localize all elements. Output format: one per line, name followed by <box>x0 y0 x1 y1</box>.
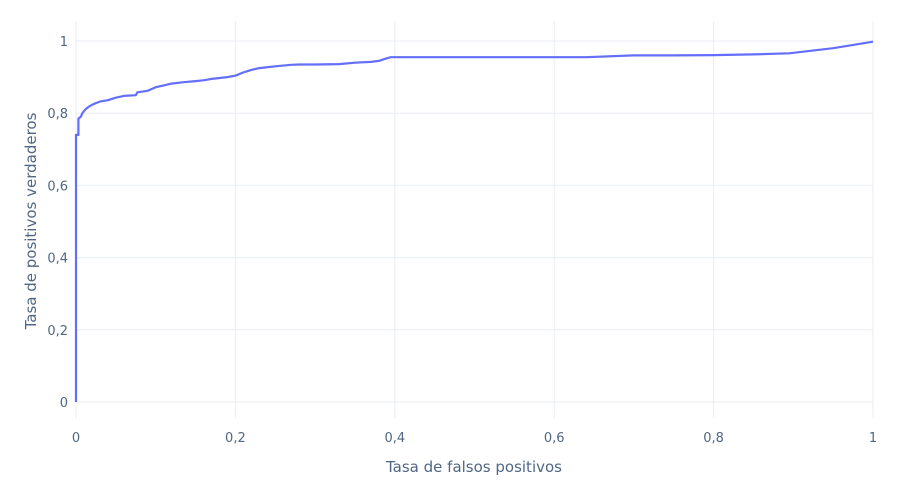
tick-labels: 0 0,2 0,4 0,6 0,8 1 0 0,2 0,4 0,6 0,8 1 <box>47 35 877 446</box>
y-tick-label: 0,4 <box>47 252 68 267</box>
x-tick-label: 0,6 <box>544 431 565 446</box>
grid-layer <box>75 21 874 418</box>
y-tick-label: 0,6 <box>47 179 68 194</box>
y-tick-label: 0 <box>60 396 68 411</box>
y-tick-label: 0,2 <box>47 324 68 339</box>
x-tick-label: 0,4 <box>384 431 405 446</box>
series-layer <box>74 40 874 402</box>
x-tick-label: 0,2 <box>225 431 246 446</box>
y-tick-label: 0,8 <box>47 107 68 122</box>
x-tick-label: 0,8 <box>703 431 724 446</box>
roc-curve-line <box>74 40 874 402</box>
y-axis-title: Tasa de positivos verdaderos <box>22 112 40 330</box>
y-tick-label: 1 <box>60 35 68 50</box>
x-tick-label: 1 <box>869 431 877 446</box>
x-axis-title: Tasa de falsos positivos <box>385 458 562 476</box>
x-tick-label: 0 <box>72 431 80 446</box>
